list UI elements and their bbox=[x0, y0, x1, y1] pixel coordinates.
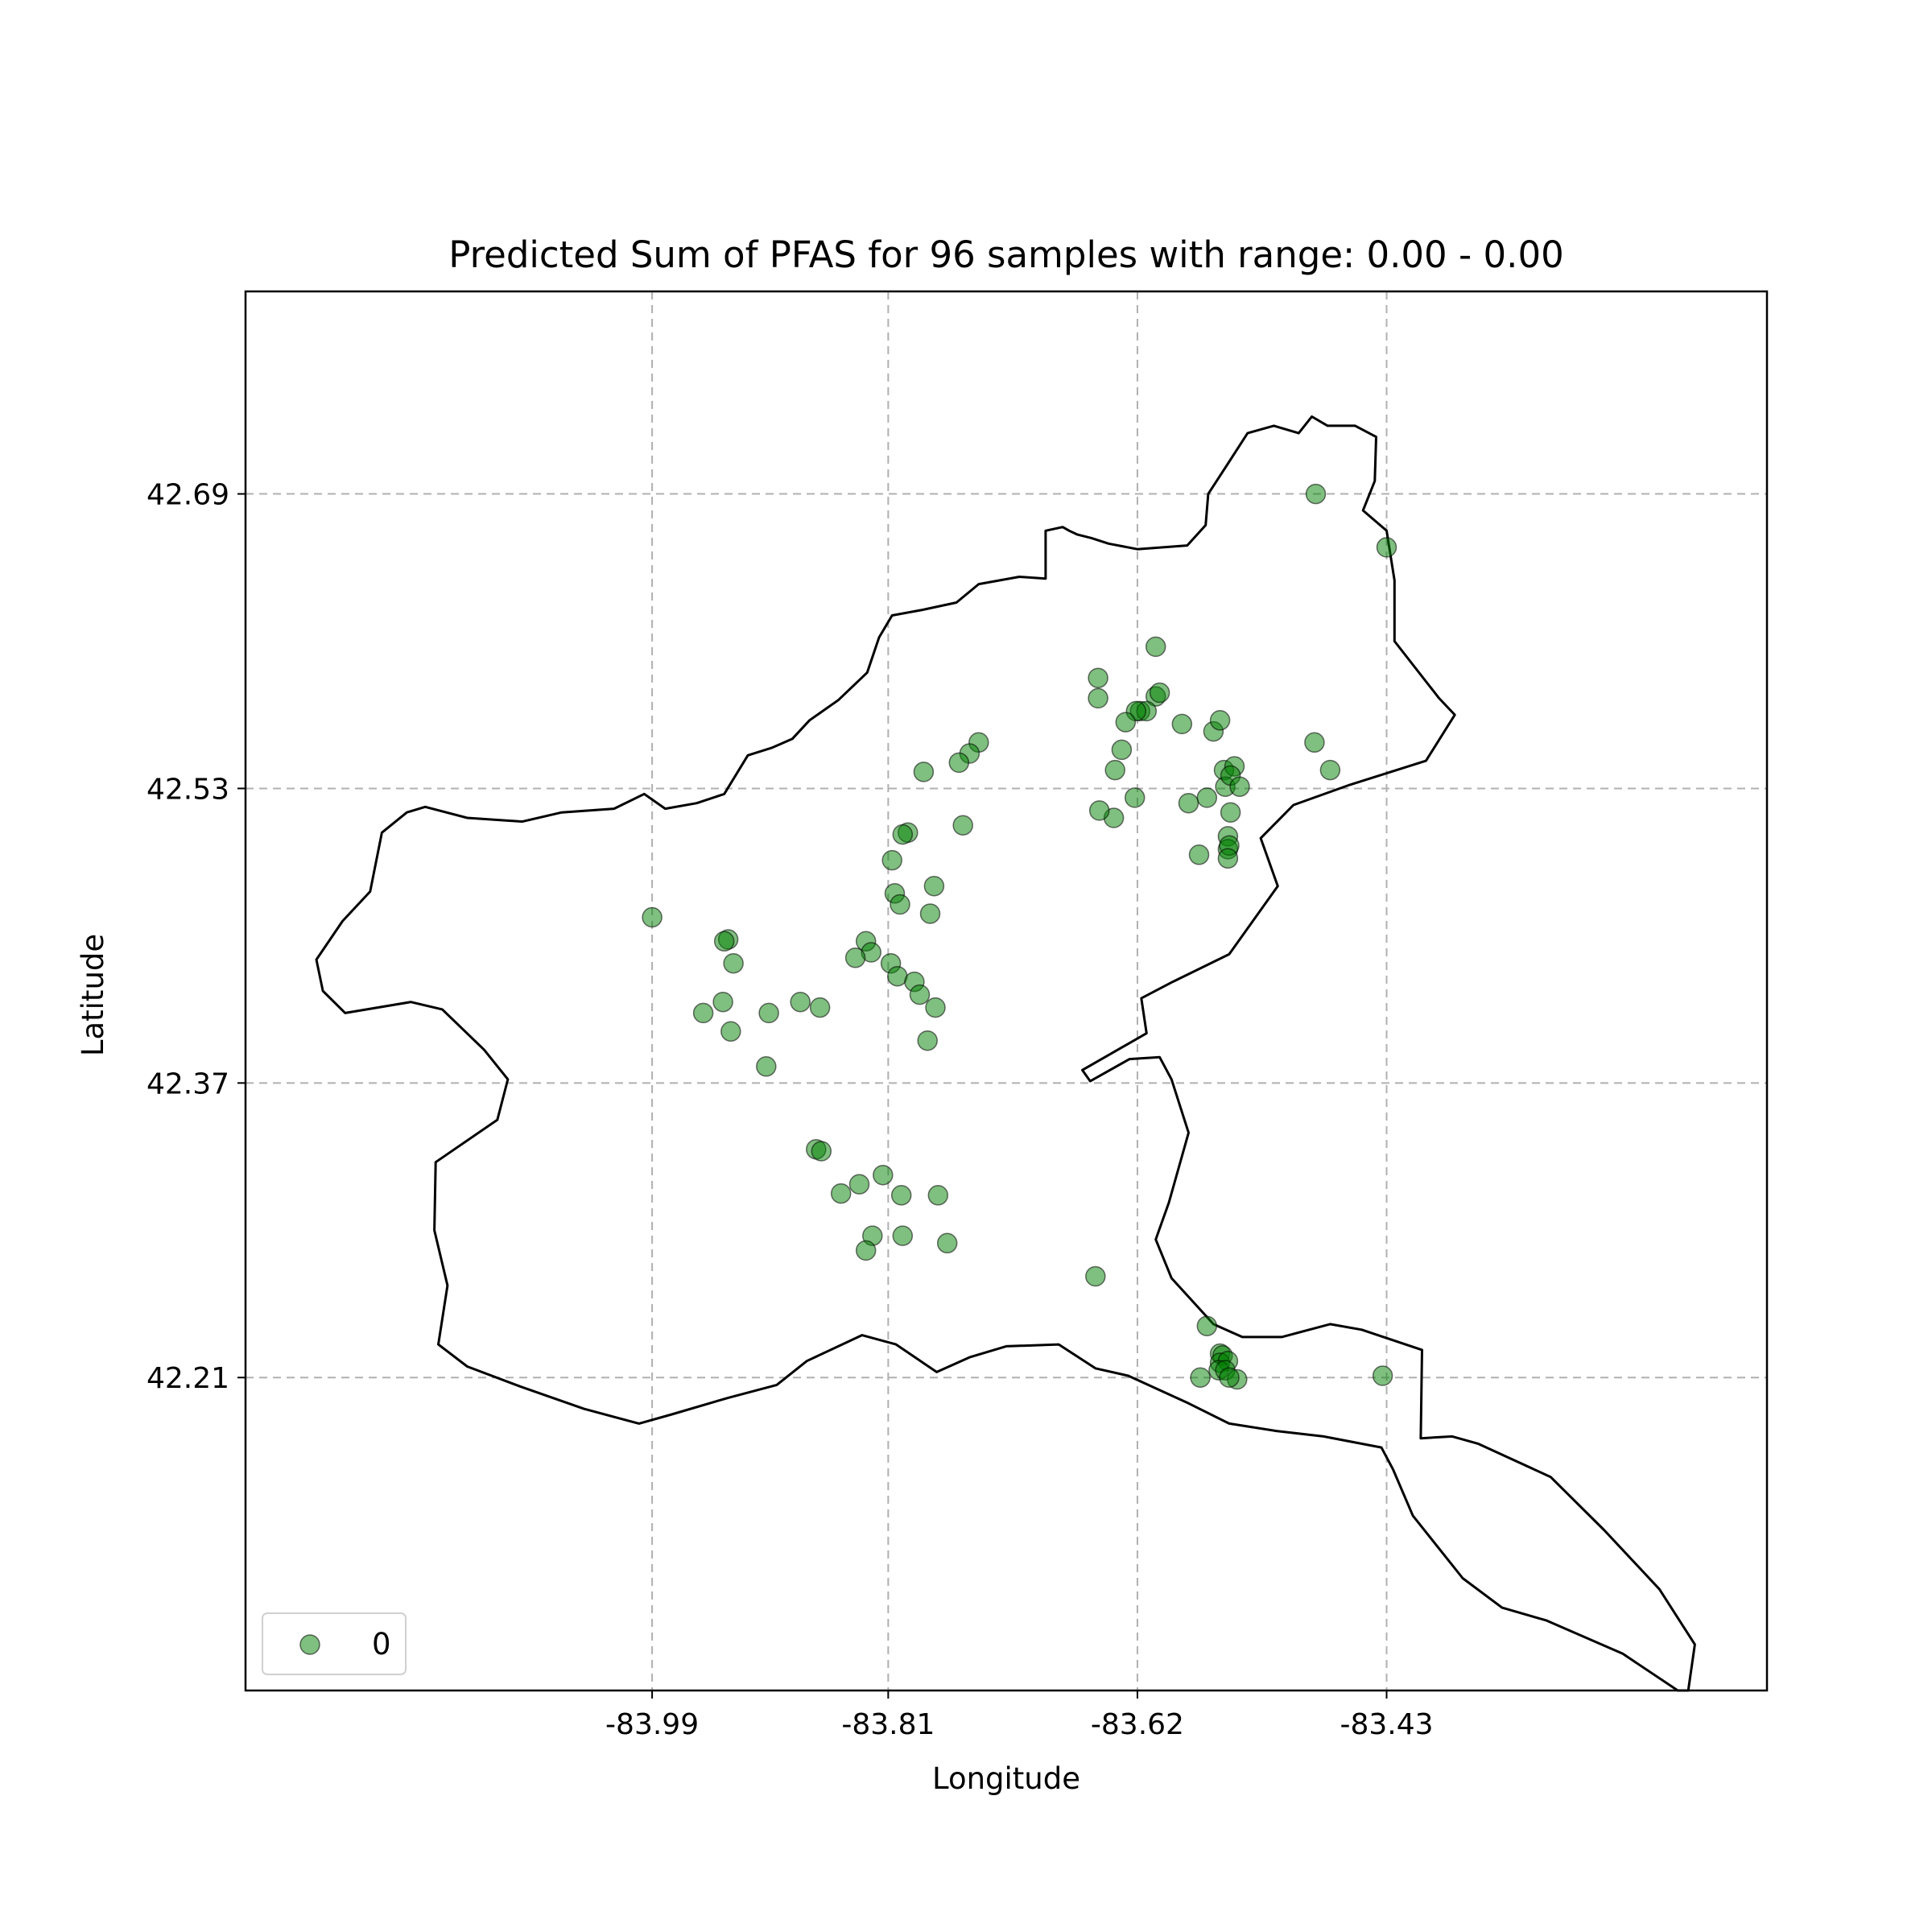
sample-point bbox=[830, 1183, 852, 1204]
sample-point bbox=[1217, 848, 1239, 869]
sample-point bbox=[1088, 667, 1108, 688]
sample-point bbox=[713, 931, 735, 952]
axis-ticks: -83.99 -83.81 -83.62 -83.43 42.69 42.53 42.37 4… bbox=[147, 479, 1434, 1741]
sample-point bbox=[642, 906, 663, 928]
sample-point bbox=[1145, 636, 1166, 658]
scatter-points bbox=[642, 483, 1397, 1390]
sample-point bbox=[712, 991, 733, 1013]
sample-point bbox=[1188, 844, 1210, 865]
sample-point bbox=[790, 991, 811, 1013]
sample-point bbox=[1171, 713, 1193, 735]
sample-point bbox=[927, 1185, 949, 1206]
sample-point bbox=[1149, 682, 1170, 704]
y-tick-label: 42.69 bbox=[147, 479, 229, 512]
sample-point bbox=[909, 984, 931, 1005]
sample-point bbox=[952, 815, 973, 836]
sample-point bbox=[848, 1174, 870, 1195]
sample-point bbox=[1124, 787, 1146, 808]
sample-point bbox=[925, 997, 946, 1018]
sample-point bbox=[723, 952, 744, 974]
sample-point bbox=[1196, 1315, 1218, 1336]
y-tick-label: 42.37 bbox=[147, 1067, 229, 1100]
sample-point bbox=[1104, 759, 1125, 781]
sample-point bbox=[844, 947, 866, 968]
sample-point bbox=[1376, 537, 1397, 558]
sample-point bbox=[890, 894, 910, 915]
x-tick-label: -83.99 bbox=[605, 1708, 699, 1741]
chart-title: Predicted Sum of PFAS for 96 samples wit… bbox=[448, 233, 1563, 276]
sample-point bbox=[1190, 1367, 1211, 1388]
legend-box bbox=[262, 1612, 407, 1675]
sample-point bbox=[1088, 800, 1110, 821]
sample-point bbox=[917, 1030, 938, 1051]
x-tick-label: -83.81 bbox=[841, 1708, 935, 1741]
sample-point bbox=[1304, 732, 1325, 753]
sample-point bbox=[1219, 1367, 1240, 1388]
sample-point bbox=[892, 824, 914, 845]
sample-point bbox=[1319, 759, 1341, 781]
y-tick-label: 42.53 bbox=[147, 773, 229, 806]
sample-point bbox=[1372, 1365, 1393, 1386]
plot-area bbox=[244, 290, 1769, 1692]
x-axis-label: Longitude bbox=[932, 1761, 1080, 1796]
legend-label: 0 bbox=[372, 1627, 391, 1662]
legend-marker bbox=[299, 1634, 320, 1655]
sample-point bbox=[881, 849, 902, 871]
sample-point bbox=[1220, 802, 1241, 823]
sample-point bbox=[936, 1232, 958, 1254]
sample-point bbox=[692, 1002, 714, 1024]
sample-point bbox=[887, 965, 908, 987]
sample-point bbox=[756, 1056, 777, 1077]
sample-point bbox=[873, 1164, 894, 1186]
x-tick-label: -83.43 bbox=[1340, 1708, 1433, 1741]
x-tick-label: -83.62 bbox=[1091, 1708, 1184, 1741]
sample-point bbox=[1196, 787, 1218, 808]
axes-frame bbox=[244, 290, 1769, 1692]
sample-point bbox=[1305, 483, 1327, 505]
sample-point bbox=[1085, 1265, 1106, 1287]
sample-point bbox=[1111, 739, 1133, 761]
legend: 0 bbox=[262, 1612, 407, 1675]
sample-point bbox=[923, 875, 945, 897]
sample-point bbox=[1209, 710, 1231, 731]
sample-point bbox=[948, 752, 970, 774]
sample-point bbox=[720, 1021, 741, 1042]
sample-point bbox=[1115, 712, 1137, 733]
sample-point bbox=[892, 1225, 914, 1246]
sample-point bbox=[1178, 792, 1199, 814]
sample-point bbox=[1088, 687, 1108, 709]
sample-point bbox=[890, 1185, 912, 1206]
sample-point bbox=[855, 1240, 877, 1261]
sample-point bbox=[913, 762, 935, 782]
sample-point bbox=[758, 1002, 779, 1024]
sample-point bbox=[1229, 776, 1250, 797]
sample-point bbox=[809, 997, 831, 1018]
sample-point bbox=[811, 1141, 832, 1162]
sample-point bbox=[919, 903, 941, 924]
y-axis-label: Latitude bbox=[76, 934, 110, 1056]
y-tick-label: 42.21 bbox=[147, 1362, 229, 1395]
